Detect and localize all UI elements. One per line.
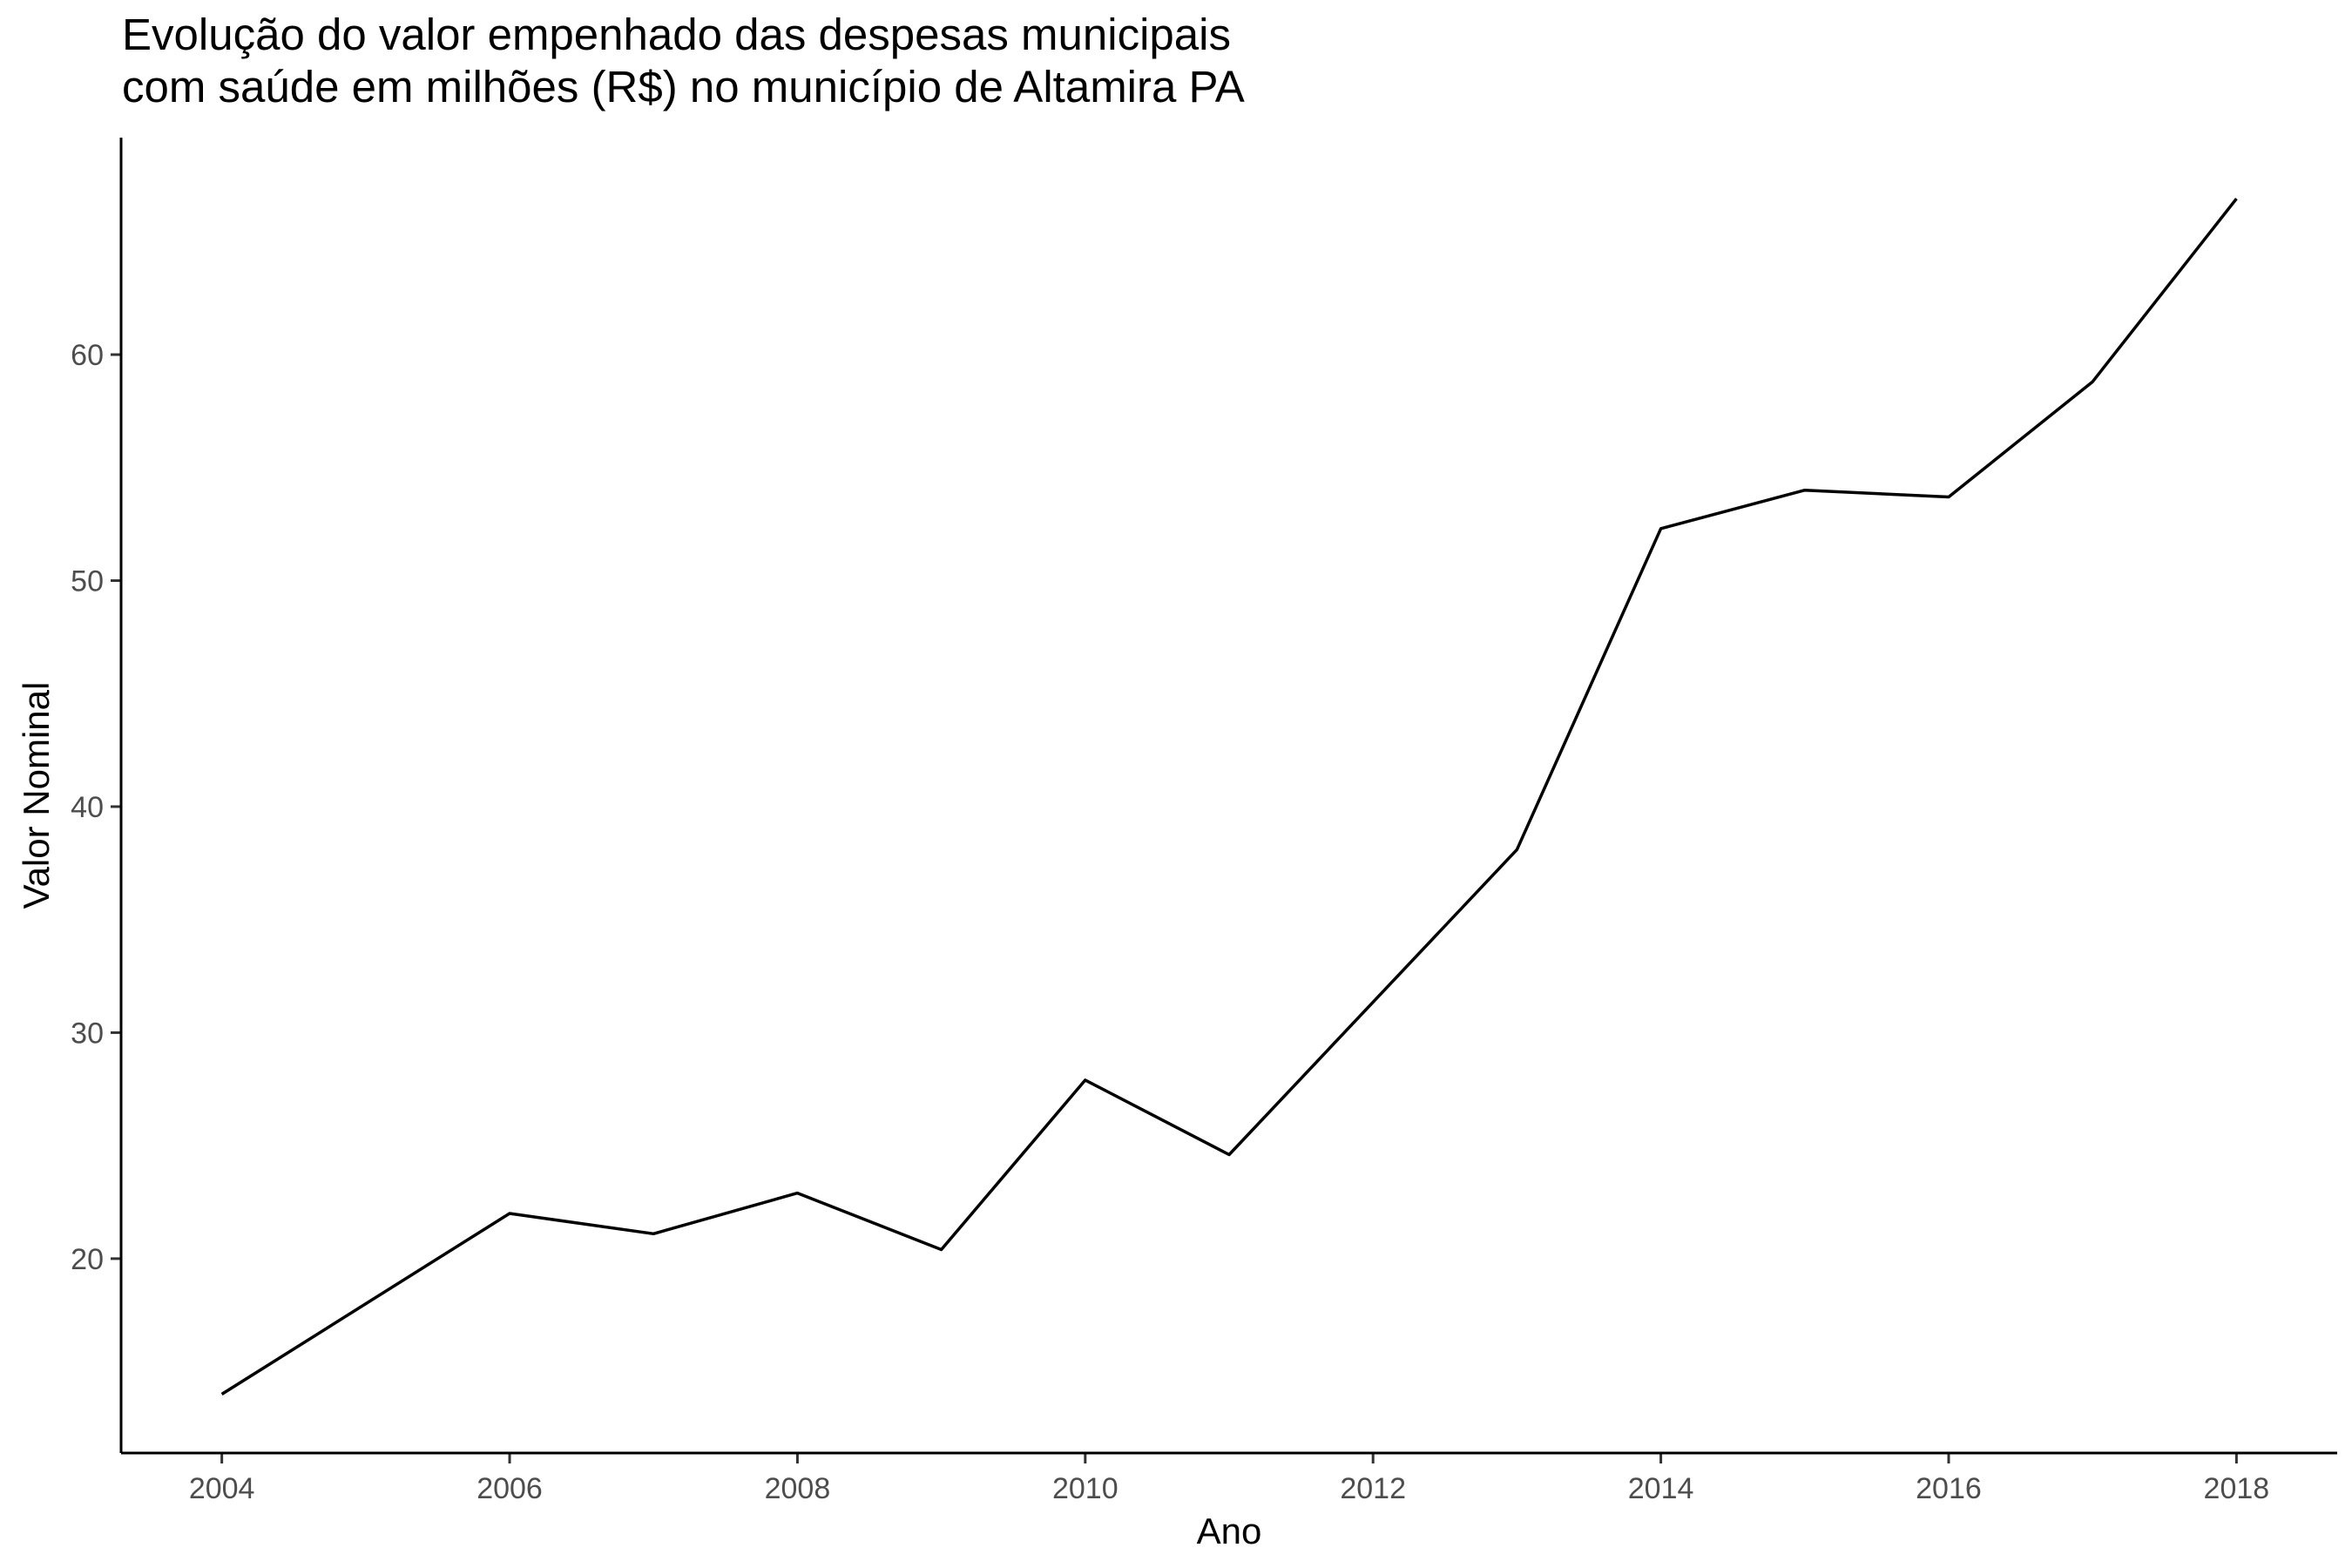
x-tick-label: 2012 (1340, 1472, 1406, 1505)
x-axis-title: Ano (1197, 1511, 1262, 1551)
x-tick-label: 2018 (2204, 1472, 2270, 1505)
x-tick-label: 2014 (1628, 1472, 1694, 1505)
x-tick-label: 2008 (765, 1472, 831, 1505)
chart-title: Evolução do valor empenhado das despesas… (122, 9, 1245, 113)
y-tick-label: 40 (71, 791, 104, 824)
y-tick-label: 30 (71, 1017, 104, 1050)
series-layer (220, 198, 2238, 1396)
series-line (220, 198, 2238, 1396)
y-tick-label: 20 (71, 1243, 104, 1276)
y-tick-label: 60 (71, 339, 104, 372)
x-tick-label: 2006 (476, 1472, 543, 1505)
x-tick-label: 2004 (189, 1472, 255, 1505)
chart-title-line-1: Evolução do valor empenhado das despesas… (122, 10, 1231, 59)
y-tick-label: 50 (71, 565, 104, 598)
y-axis-title: Valor Nominal (16, 682, 57, 909)
y-axis-ticks: 20 30 40 50 60 (71, 339, 121, 1276)
chart-title-line-2: com saúde em milhões (R$) no município d… (122, 62, 1245, 112)
x-tick-label: 2016 (1916, 1472, 1982, 1505)
x-tick-label: 2010 (1052, 1472, 1119, 1505)
x-axis-ticks: 2004 2006 2008 2010 2012 2014 2016 2018 (189, 1453, 2269, 1505)
